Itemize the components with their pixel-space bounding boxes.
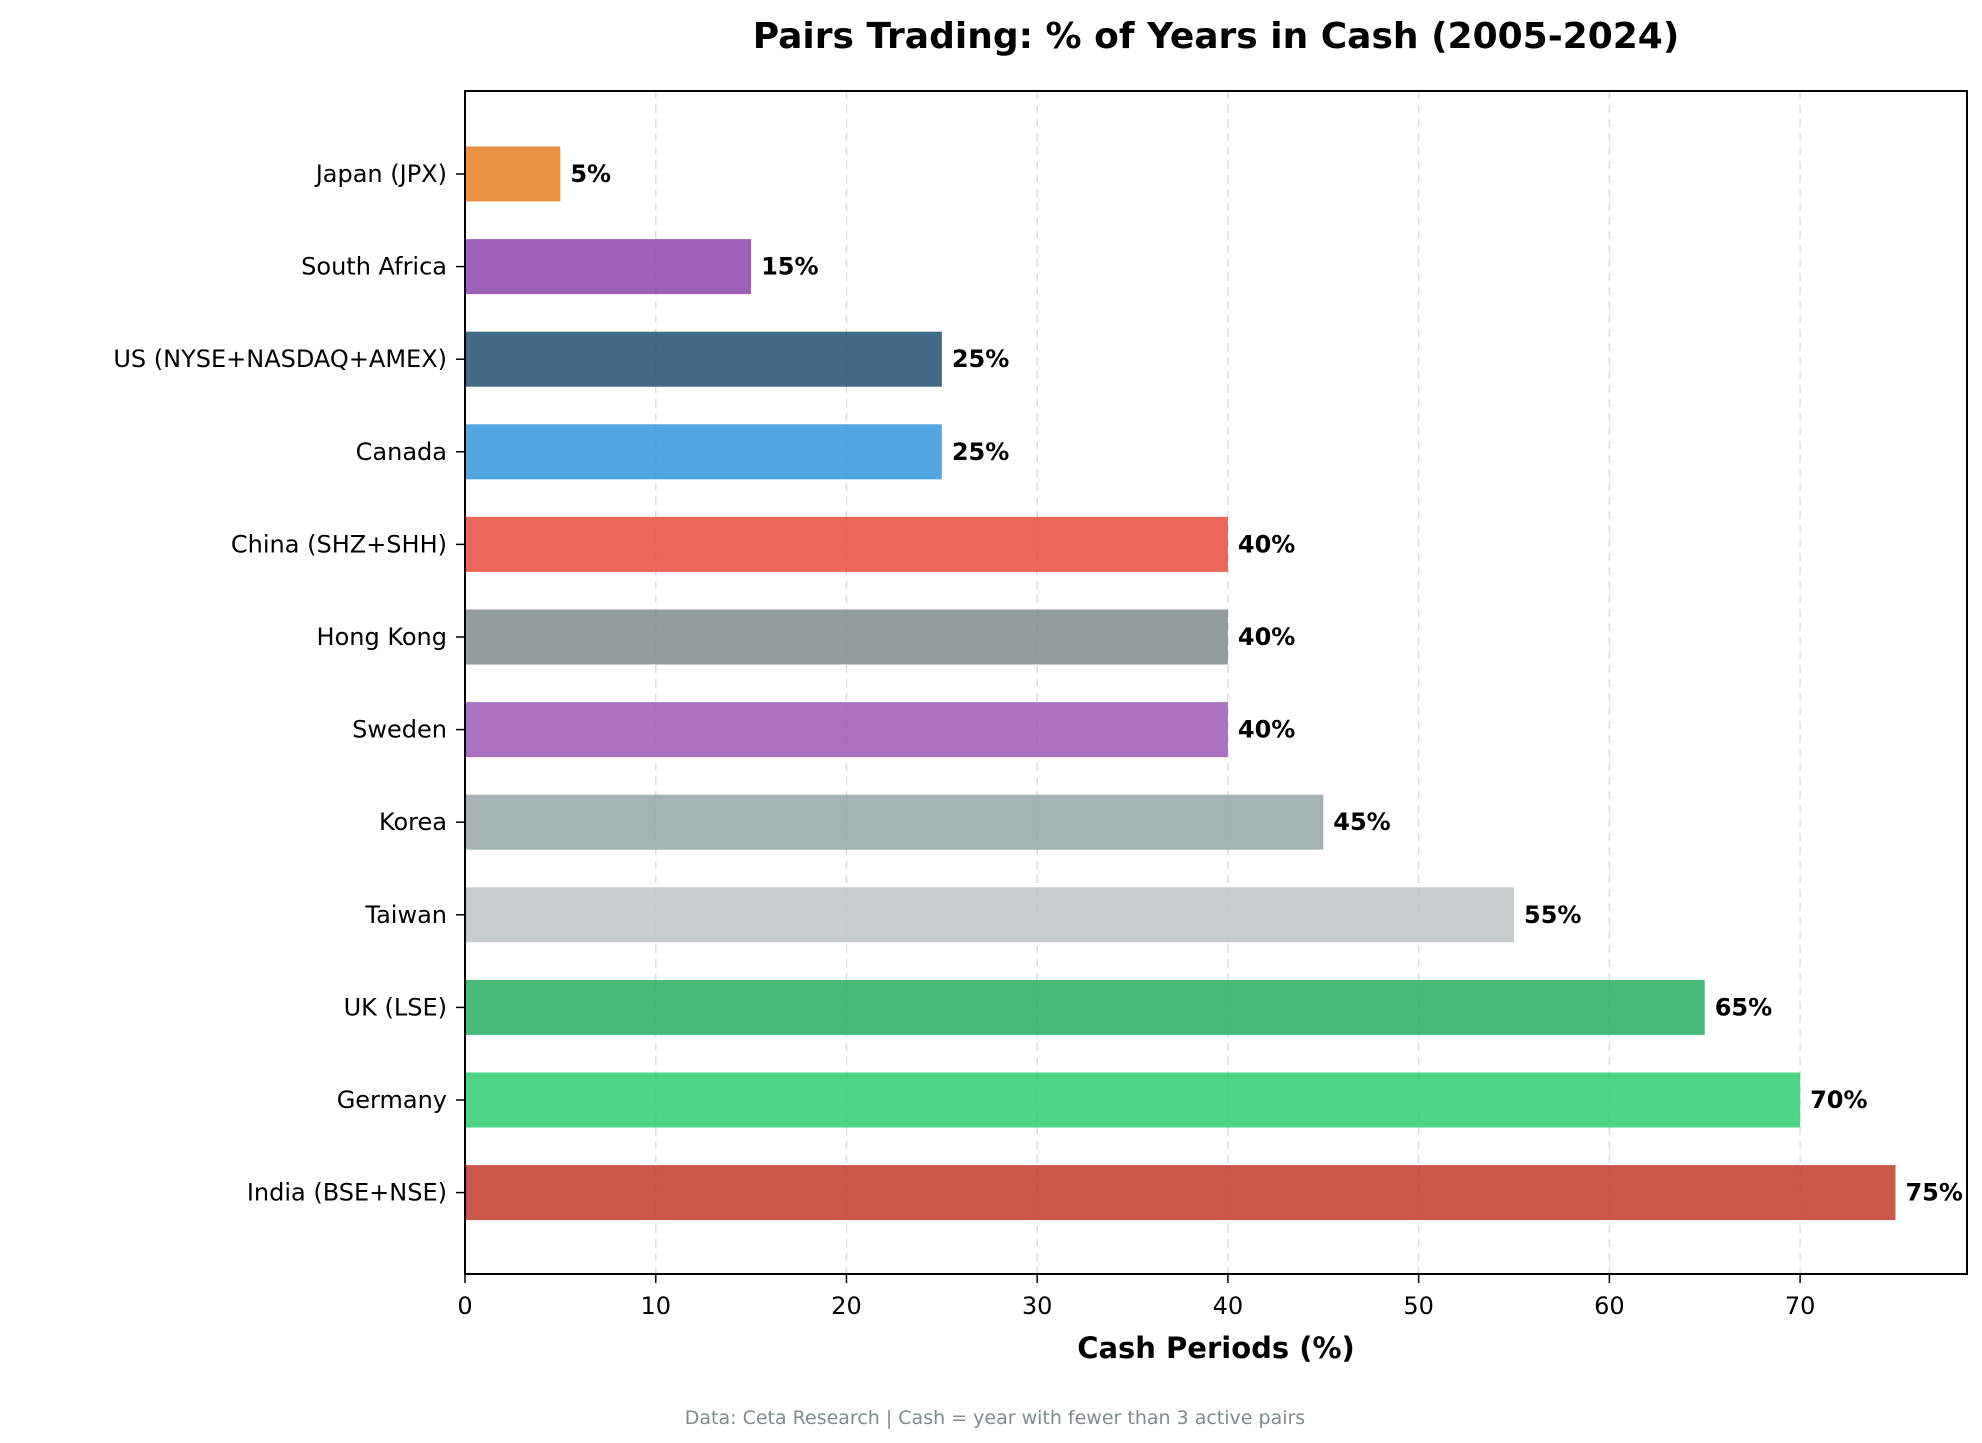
bar-japan-jpx [465, 146, 561, 202]
y-tick-label: Canada [356, 438, 447, 466]
y-tick-label: Japan (JPX) [314, 160, 447, 188]
data-label: 40% [1238, 530, 1295, 558]
bar-us-nyse-nasdaq-amex [465, 331, 942, 387]
y-tick-label: Germany [337, 1086, 447, 1114]
x-tick-label: 10 [640, 1292, 671, 1320]
bar-india-bse-nse [465, 1165, 1896, 1221]
x-tick-label: 30 [1022, 1292, 1053, 1320]
data-label: 55% [1524, 901, 1581, 929]
y-tick-label: Taiwan [364, 901, 447, 929]
data-label: 70% [1810, 1086, 1867, 1114]
x-tick-label: 0 [457, 1292, 472, 1320]
bar-canada [465, 424, 942, 480]
plot-frame [464, 90, 1968, 1275]
y-tick-label: South Africa [301, 253, 447, 281]
bar-sweden [465, 702, 1228, 758]
x-tick-label: 50 [1403, 1292, 1434, 1320]
bar-china-shz-shh [465, 516, 1228, 572]
x-tick-label: 40 [1213, 1292, 1244, 1320]
data-label: 45% [1333, 808, 1390, 836]
data-label: 5% [570, 160, 611, 188]
y-tick-label: China (SHZ+SHH) [231, 530, 447, 558]
data-label: 40% [1238, 623, 1295, 651]
footnote: Data: Ceta Research | Cash = year with f… [685, 1407, 1305, 1429]
data-label: 25% [952, 438, 1009, 466]
data-label: 40% [1238, 716, 1295, 744]
bar-uk-lse [465, 979, 1705, 1035]
bar-korea [465, 794, 1324, 850]
y-tick-label: US (NYSE+NASDAQ+AMEX) [113, 345, 447, 373]
data-label: 25% [952, 345, 1009, 373]
bar-south-africa [465, 239, 752, 295]
bar-taiwan [465, 887, 1515, 943]
y-tick-label: Sweden [352, 716, 447, 744]
y-tick-label: Hong Kong [317, 623, 447, 651]
data-label: 65% [1715, 993, 1772, 1021]
chart-title: Pairs Trading: % of Years in Cash (2005-… [753, 16, 1680, 57]
x-tick-label: 60 [1594, 1292, 1625, 1320]
y-tick-label: Korea [379, 808, 447, 836]
data-label: 15% [761, 253, 818, 281]
x-tick-label: 20 [831, 1292, 862, 1320]
bar-germany [465, 1072, 1801, 1128]
bar-hong-kong [465, 609, 1228, 665]
y-tick-label: India (BSE+NSE) [247, 1179, 447, 1207]
x-tick-label: 70 [1785, 1292, 1816, 1320]
x-axis-label: Cash Periods (%) [1077, 1331, 1355, 1365]
y-tick-label: UK (LSE) [344, 993, 447, 1021]
data-label: 75% [1905, 1179, 1962, 1207]
